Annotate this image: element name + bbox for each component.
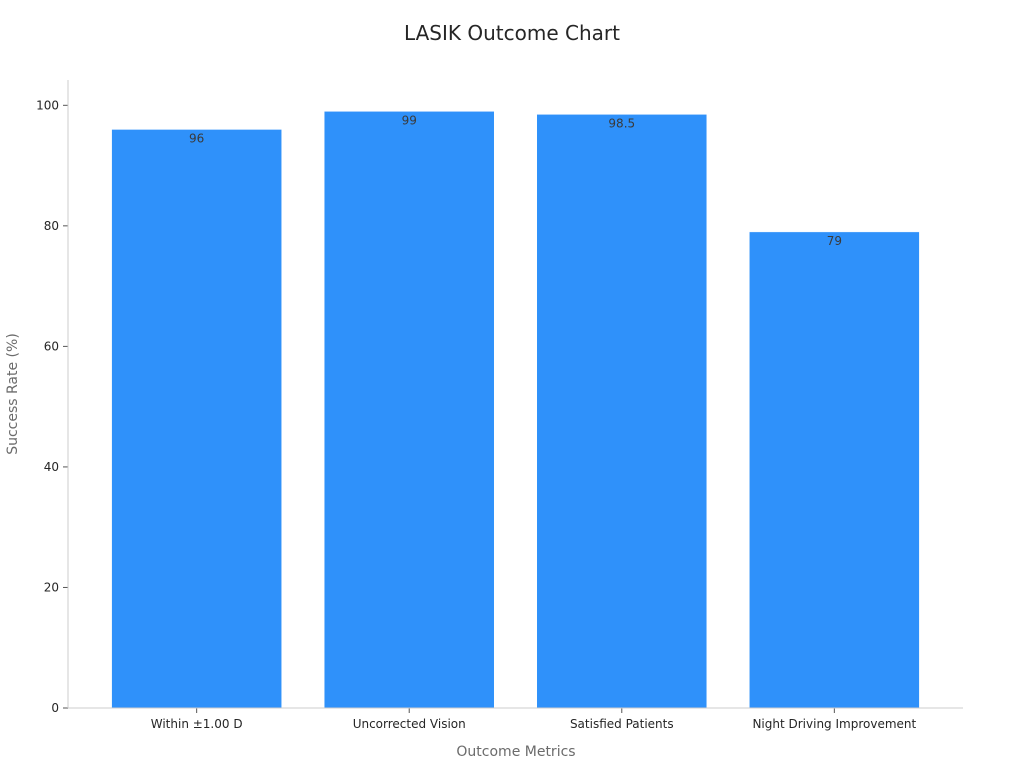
data-label: 96 (189, 131, 204, 145)
bar (749, 231, 920, 709)
y-tick-label: 0 (51, 701, 59, 715)
y-axis: 0 20 40 60 80 100 (36, 98, 68, 715)
chart-title: LASIK Outcome Chart (404, 21, 620, 45)
x-tick-label: Satisfied Patients (570, 717, 674, 731)
y-tick-label: 100 (36, 98, 59, 112)
data-label: 79 (827, 234, 842, 248)
bar (111, 129, 282, 709)
x-axis-label: Outcome Metrics (456, 744, 575, 760)
y-tick-label: 60 (44, 339, 59, 353)
x-axis: Within ±1.00 D Uncorrected Vision Satisfie… (151, 708, 917, 731)
y-axis-label: Success Rate (%) (5, 333, 21, 455)
data-labels: 96 99 98.5 79 (189, 113, 842, 248)
data-label: 99 (402, 113, 417, 127)
y-tick-label: 40 (44, 460, 59, 474)
x-tick-label: Uncorrected Vision (353, 717, 466, 731)
x-tick-label: Night Driving Improvement (752, 717, 916, 731)
data-label: 98.5 (608, 116, 635, 130)
x-tick-label: Within ±1.00 D (151, 717, 243, 731)
bar (536, 114, 708, 709)
bar (323, 111, 495, 709)
y-tick-label: 20 (44, 580, 59, 594)
y-tick-label: 80 (44, 219, 59, 233)
bar-series (111, 111, 920, 709)
